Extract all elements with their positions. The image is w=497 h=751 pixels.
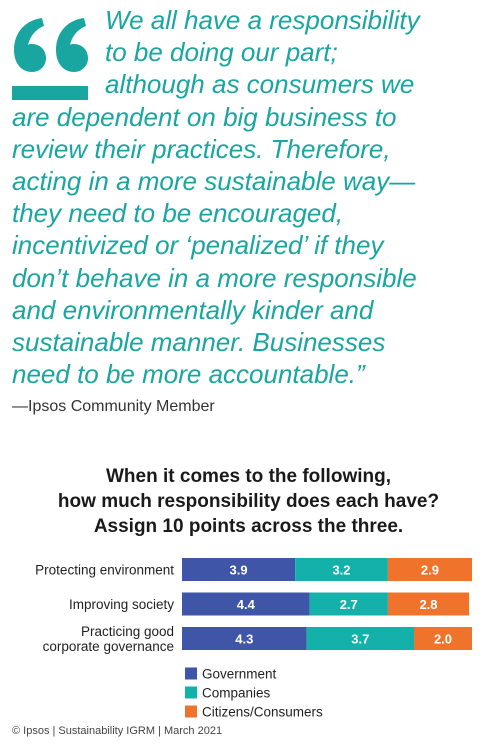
legend-swatch — [185, 705, 197, 718]
quote-mark-bar — [12, 86, 88, 100]
category-label: corporate governance — [43, 639, 174, 654]
legend-swatch — [185, 686, 197, 699]
bar-value-label: 3.7 — [351, 632, 369, 647]
quote-line: need to be more accountable.” — [12, 359, 365, 390]
quote-mark-icon — [12, 14, 90, 100]
bar-segment — [309, 592, 388, 616]
chart-title: When it comes to the following, how much… — [0, 464, 497, 539]
bar-segment — [414, 627, 472, 650]
legend-label: Government — [202, 667, 277, 682]
quote-line: sustainable manner. Businesses — [12, 327, 386, 358]
bar-value-label: 3.9 — [230, 563, 248, 578]
chart-title-line: how much responsibility does each have? — [57, 491, 440, 512]
legend-swatch — [185, 667, 197, 680]
bar-segment — [182, 558, 296, 581]
bar-value-label: 4.3 — [235, 632, 253, 647]
bar-segment — [387, 592, 470, 616]
quotation-marks-glyph — [14, 18, 88, 72]
quote-line: are dependent on big business to — [12, 101, 397, 132]
quote-line: and environmentally kinder and — [12, 294, 374, 325]
bar-value-label: 2.0 — [434, 632, 452, 647]
bar-value-label: 2.8 — [419, 597, 437, 612]
quote-line: review their practices. Therefore, — [12, 133, 391, 164]
bar-value-label: 2.7 — [340, 597, 358, 612]
quote-text: We all have a responsibility to be doing… — [12, 4, 492, 390]
quote-line: acting in a more sustainable way— — [12, 166, 416, 197]
bar-value-label: 2.9 — [421, 563, 439, 578]
quote-line: to be doing our part; — [105, 37, 338, 68]
bar-value-label: 3.2 — [332, 563, 350, 578]
chart-title-line: Assign 10 points across the three. — [93, 516, 404, 537]
legend-label: Companies — [202, 686, 271, 701]
bar-segment — [182, 627, 307, 650]
bar-segment — [295, 558, 388, 581]
quote-line: incentivized or ‘penalized’ if they — [12, 230, 384, 261]
bar-segment — [306, 627, 414, 650]
chart-title-line: When it comes to the following, — [106, 466, 391, 487]
quote-line: they need to be encouraged, — [12, 198, 344, 229]
category-label: Practicing good — [81, 624, 174, 639]
bar-segment — [387, 558, 472, 581]
footer-copyright: © Ipsos | Sustainability IGRM | March 20… — [12, 725, 223, 737]
quote-line: don’t behave in a more responsible — [12, 262, 417, 293]
category-label: Protecting environment — [35, 563, 174, 578]
quote-line: We all have a responsibility — [105, 5, 420, 35]
quote-attribution: —Ipsos Community Member — [12, 398, 215, 415]
bar-segment — [182, 592, 310, 616]
category-label: Improving society — [69, 597, 174, 612]
bar-value-label: 4.4 — [237, 597, 256, 612]
legend-label: Citizens/Consumers — [202, 705, 323, 720]
quote-line: although as consumers we — [105, 69, 415, 100]
stacked-bar-chart: Protecting environment 3.9 3.2 2.9 Improving… — [35, 558, 472, 720]
